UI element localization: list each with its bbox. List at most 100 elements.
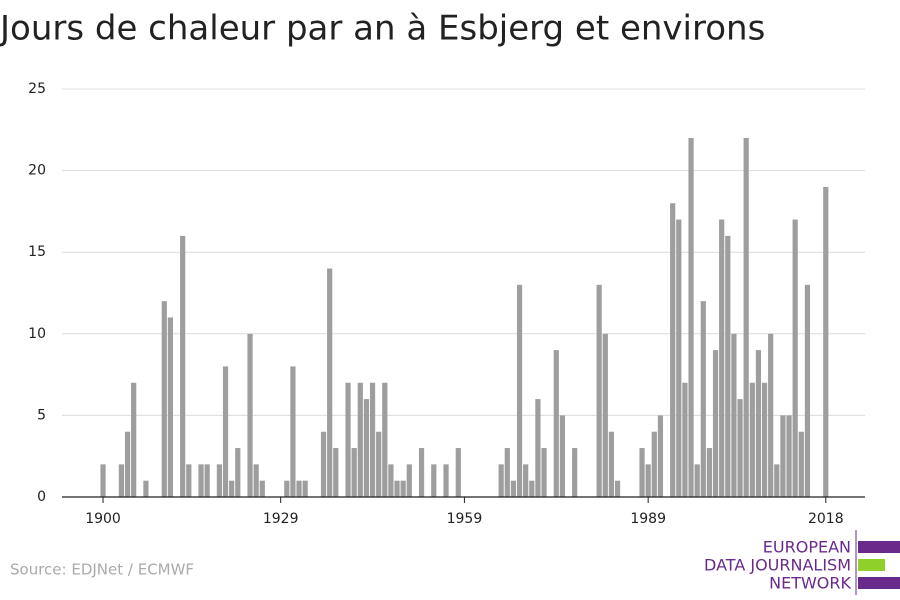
bar (541, 448, 547, 497)
chart-title: Jours de chaleur par an à Esbjerg et env… (0, 9, 765, 49)
bar (651, 431, 657, 497)
bar (792, 219, 798, 497)
bar (443, 464, 449, 497)
bar (645, 464, 651, 497)
bar (731, 333, 737, 497)
source: Source: EDJNet / ECMWF (10, 561, 194, 579)
bar (143, 480, 149, 497)
bar (614, 480, 621, 497)
bar (400, 480, 406, 497)
bar (284, 480, 290, 497)
bar (712, 350, 719, 497)
bar (382, 382, 388, 497)
bar (535, 399, 541, 497)
bar (823, 186, 829, 498)
bar (682, 382, 688, 497)
bar (639, 448, 645, 497)
x-tick-label: 1989 (630, 511, 666, 527)
bar (455, 448, 461, 497)
x-tick-label: 1900 (85, 511, 121, 527)
bar (755, 350, 762, 497)
bar (523, 464, 529, 497)
bar (774, 464, 780, 497)
logo-bar (858, 559, 885, 571)
bar (431, 464, 437, 497)
bar (676, 219, 682, 497)
y-tick-label: 0 (37, 489, 46, 505)
bar (216, 464, 223, 497)
logo-text: NETWORK (769, 574, 851, 593)
bar (510, 480, 517, 497)
bar (743, 137, 749, 497)
x-tick-label: 1929 (263, 511, 299, 527)
bar (780, 415, 786, 497)
bar (418, 448, 425, 497)
bar (369, 382, 376, 497)
bar (180, 235, 186, 497)
bar (761, 382, 768, 497)
bar (320, 431, 327, 497)
bar (504, 448, 510, 497)
bar (357, 382, 363, 497)
bar (131, 382, 137, 497)
bar (694, 464, 700, 497)
bar (247, 333, 253, 497)
bar (749, 382, 755, 497)
y-tick-label: 5 (37, 407, 46, 423)
logo-bar (858, 577, 900, 589)
logo-text: DATA JOURNALISM (704, 556, 851, 575)
bar (302, 480, 308, 497)
bar (786, 415, 792, 497)
bar (259, 480, 265, 497)
bar (688, 137, 694, 497)
bar (167, 317, 174, 497)
bar (737, 399, 743, 497)
bar (670, 203, 676, 498)
bar (768, 333, 774, 497)
bar (804, 284, 811, 497)
bar (553, 350, 559, 497)
y-tick-label: 10 (28, 326, 46, 342)
bar (100, 464, 106, 497)
bar (345, 382, 351, 497)
bar (351, 448, 357, 497)
bar (498, 464, 504, 497)
bar (572, 448, 578, 497)
bar (235, 448, 241, 497)
bar (406, 464, 412, 497)
bar (608, 431, 615, 497)
bar (529, 480, 535, 497)
logo-bar (858, 541, 900, 553)
bar (725, 235, 731, 497)
bar (363, 399, 370, 497)
bar (388, 464, 394, 497)
bar (161, 301, 167, 497)
bar (186, 464, 192, 497)
bar (394, 480, 400, 497)
bar (327, 268, 333, 497)
bar (229, 480, 235, 497)
logo-text: EUROPEAN (763, 538, 851, 557)
y-tick-label: 25 (28, 81, 46, 97)
bar (559, 415, 566, 497)
bar (706, 448, 713, 497)
bar (253, 464, 259, 497)
x-tick-label: 2018 (808, 511, 844, 527)
bar (376, 431, 382, 497)
bar (719, 219, 725, 497)
bar (700, 301, 706, 497)
bar (596, 284, 602, 497)
y-tick-label: 15 (28, 244, 46, 260)
bar (222, 366, 229, 497)
bar (516, 284, 523, 497)
bar (657, 415, 664, 497)
bar (602, 333, 608, 497)
bar (118, 464, 125, 497)
bar (798, 431, 804, 497)
bar (204, 464, 210, 497)
bar (333, 448, 339, 497)
bar (124, 431, 131, 497)
y-tick-label: 20 (28, 163, 46, 179)
bar (290, 366, 296, 497)
